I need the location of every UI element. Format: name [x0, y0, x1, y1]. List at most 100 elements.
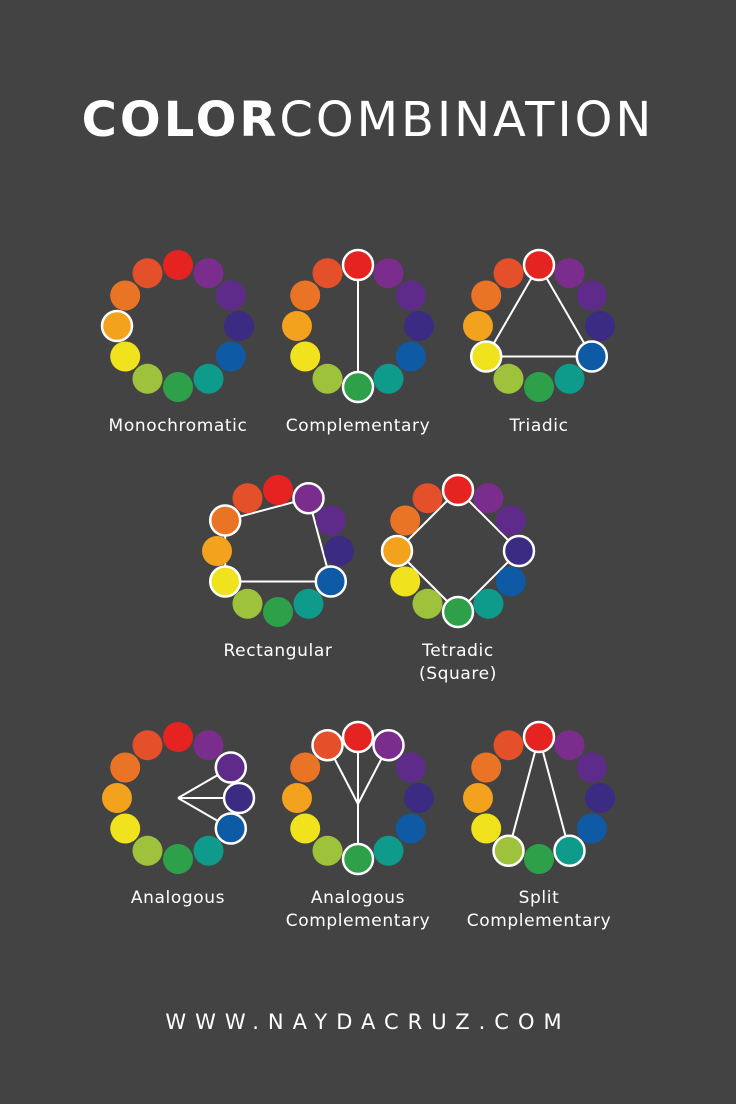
- swatch-red-orange: [493, 730, 524, 761]
- swatch-blue: [395, 341, 426, 372]
- label-analogous-complementary: Analogous Complementary: [285, 888, 431, 931]
- swatch-red-selected: [522, 248, 556, 282]
- swatch-violet: [193, 258, 224, 289]
- swatch-teal: [193, 363, 224, 394]
- swatch-red-selected: [441, 473, 475, 507]
- swatch-red-orange: [312, 258, 343, 289]
- swatch-orange: [290, 280, 321, 311]
- label-analogous: Analogous: [130, 888, 226, 908]
- color-wheel-4: [202, 475, 354, 627]
- swatch-red-selected: [341, 248, 375, 282]
- swatch-teal-selected: [553, 834, 586, 868]
- swatch-yellow-green-selected: [492, 834, 525, 868]
- swatch-yellow-selected: [469, 340, 503, 373]
- swatch-blue-selected: [214, 812, 248, 845]
- swatch-purple-violet: [215, 280, 246, 311]
- swatch-orange: [290, 752, 321, 783]
- swatch-violet: [554, 730, 585, 761]
- swatch-yellow-green: [132, 835, 163, 866]
- swatch-yellow: [110, 813, 141, 844]
- swatch-blue-selected: [314, 565, 348, 598]
- swatch-teal: [373, 363, 404, 394]
- swatch-orange-yellow: [463, 783, 493, 813]
- swatch-orange: [110, 280, 141, 311]
- scheme-connector: [396, 489, 520, 613]
- swatch-indigo: [404, 311, 434, 341]
- swatch-purple-violet: [315, 505, 346, 536]
- page-title: COLORCOMBINATION: [0, 92, 736, 148]
- swatch-green: [163, 372, 193, 402]
- swatch-blue: [395, 813, 426, 844]
- swatch-red: [163, 250, 193, 280]
- swatch-red: [263, 475, 293, 505]
- swatch-indigo-selected: [502, 534, 536, 568]
- swatch-green: [524, 372, 554, 402]
- swatch-red-orange: [232, 483, 263, 514]
- swatch-violet-selected: [292, 481, 325, 515]
- swatch-violet: [193, 730, 224, 761]
- color-wheel-2: [282, 248, 434, 404]
- swatch-blue: [576, 813, 607, 844]
- swatch-indigo: [404, 783, 434, 813]
- swatch-blue: [495, 566, 526, 597]
- label-triadic: Triadic: [509, 416, 569, 436]
- swatch-orange: [110, 752, 141, 783]
- swatch-indigo: [224, 311, 254, 341]
- swatch-green: [163, 844, 193, 874]
- swatch-red-orange: [493, 258, 524, 289]
- swatch-orange-yellow-selected: [380, 534, 414, 568]
- swatch-purple-violet: [495, 505, 526, 536]
- swatch-purple-violet: [576, 752, 607, 783]
- swatch-orange: [390, 505, 421, 536]
- swatch-red-orange: [412, 483, 443, 514]
- title-bold: COLOR: [81, 92, 280, 148]
- swatch-indigo: [324, 536, 354, 566]
- swatch-orange-yellow: [282, 783, 312, 813]
- color-wheel-1: [100, 250, 254, 402]
- swatch-orange-selected: [208, 504, 242, 537]
- swatch-orange: [471, 280, 502, 311]
- swatch-green-selected: [441, 595, 475, 629]
- swatch-purple-violet: [395, 280, 426, 311]
- swatch-orange: [471, 752, 502, 783]
- swatch-yellow: [471, 813, 502, 844]
- swatch-yellow-green: [312, 835, 343, 866]
- color-wheel-8: [463, 720, 615, 874]
- swatch-yellow-green: [232, 588, 263, 619]
- swatch-yellow: [290, 341, 321, 372]
- swatch-yellow-selected: [208, 565, 242, 598]
- swatch-orange-yellow-selected: [100, 309, 134, 343]
- swatch-violet-selected: [372, 728, 405, 762]
- swatch-purple-violet-selected: [214, 751, 248, 784]
- swatch-indigo: [585, 311, 615, 341]
- swatch-orange-yellow: [463, 311, 493, 341]
- color-wheel-3: [463, 248, 615, 402]
- swatch-yellow: [290, 813, 321, 844]
- swatch-red-orange-selected: [311, 728, 344, 762]
- scheme-connector: [485, 264, 593, 358]
- swatch-violet: [554, 258, 585, 289]
- label-monochromatic: Monochromatic: [108, 416, 248, 436]
- swatch-teal: [473, 588, 504, 619]
- swatch-green-selected: [341, 370, 375, 404]
- website-footer: WWW.NAYDACRUZ.COM: [165, 1010, 571, 1034]
- swatch-teal: [554, 363, 585, 394]
- swatch-purple-violet: [395, 752, 426, 783]
- swatch-yellow: [390, 566, 421, 597]
- title-light: COMBINATION: [279, 92, 655, 148]
- color-wheel-6: [102, 722, 256, 874]
- swatch-green: [524, 844, 554, 874]
- swatch-green-selected: [341, 842, 375, 876]
- swatch-violet: [473, 483, 504, 514]
- swatch-yellow-green: [493, 363, 524, 394]
- color-wheel-5: [380, 473, 536, 629]
- label-tetradic: Tetradic (Square): [419, 641, 497, 684]
- swatch-yellow-green: [412, 588, 443, 619]
- swatch-yellow-green: [132, 363, 163, 394]
- swatch-teal: [293, 588, 324, 619]
- label-complementary: Complementary: [285, 416, 431, 436]
- swatch-teal: [193, 835, 224, 866]
- swatch-yellow: [110, 341, 141, 372]
- swatch-red-orange: [132, 258, 163, 289]
